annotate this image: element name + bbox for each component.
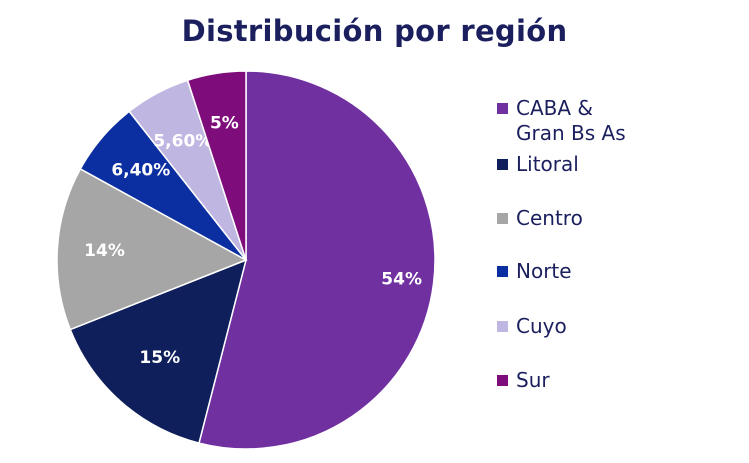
- legend-item-5: Cuyo: [497, 314, 567, 339]
- legend-swatch: [497, 213, 508, 224]
- legend-label: Centro: [516, 206, 583, 230]
- slice-data-label-3: 14%: [84, 241, 125, 261]
- pie-slice-2: [69, 258, 248, 444]
- chart-title: Distribución por región: [181, 14, 568, 48]
- slice-data-label-4: 6,40%: [111, 161, 170, 181]
- legend-swatch: [497, 266, 508, 277]
- slice-data-label-2: 15%: [139, 348, 180, 368]
- legend-item-2: Litoral: [497, 152, 579, 177]
- legend-swatch: [497, 103, 508, 114]
- legend-label: Litoral: [516, 152, 579, 176]
- legend-label: Cuyo: [516, 314, 567, 338]
- legend-label: Sur: [516, 368, 550, 392]
- legend-swatch: [497, 159, 508, 170]
- legend-swatch: [497, 375, 508, 386]
- legend-item-6: Sur: [497, 368, 550, 393]
- legend-item-3: Centro: [497, 206, 583, 231]
- legend-item-1: CABA & Gran Bs As: [497, 96, 626, 146]
- legend-label: Norte: [516, 259, 572, 283]
- legend-swatch: [497, 321, 508, 332]
- pie-slice-6: [186, 70, 247, 261]
- slice-data-label-6: 5%: [210, 114, 239, 134]
- pie-slice-3: [56, 167, 248, 331]
- pie-slice-1: [198, 70, 436, 450]
- legend-item-4: Norte: [497, 259, 572, 284]
- slice-data-label-1: 54%: [381, 270, 422, 290]
- slice-data-label-5: 5,60%: [153, 132, 212, 152]
- legend-label: CABA & Gran Bs As: [516, 96, 626, 145]
